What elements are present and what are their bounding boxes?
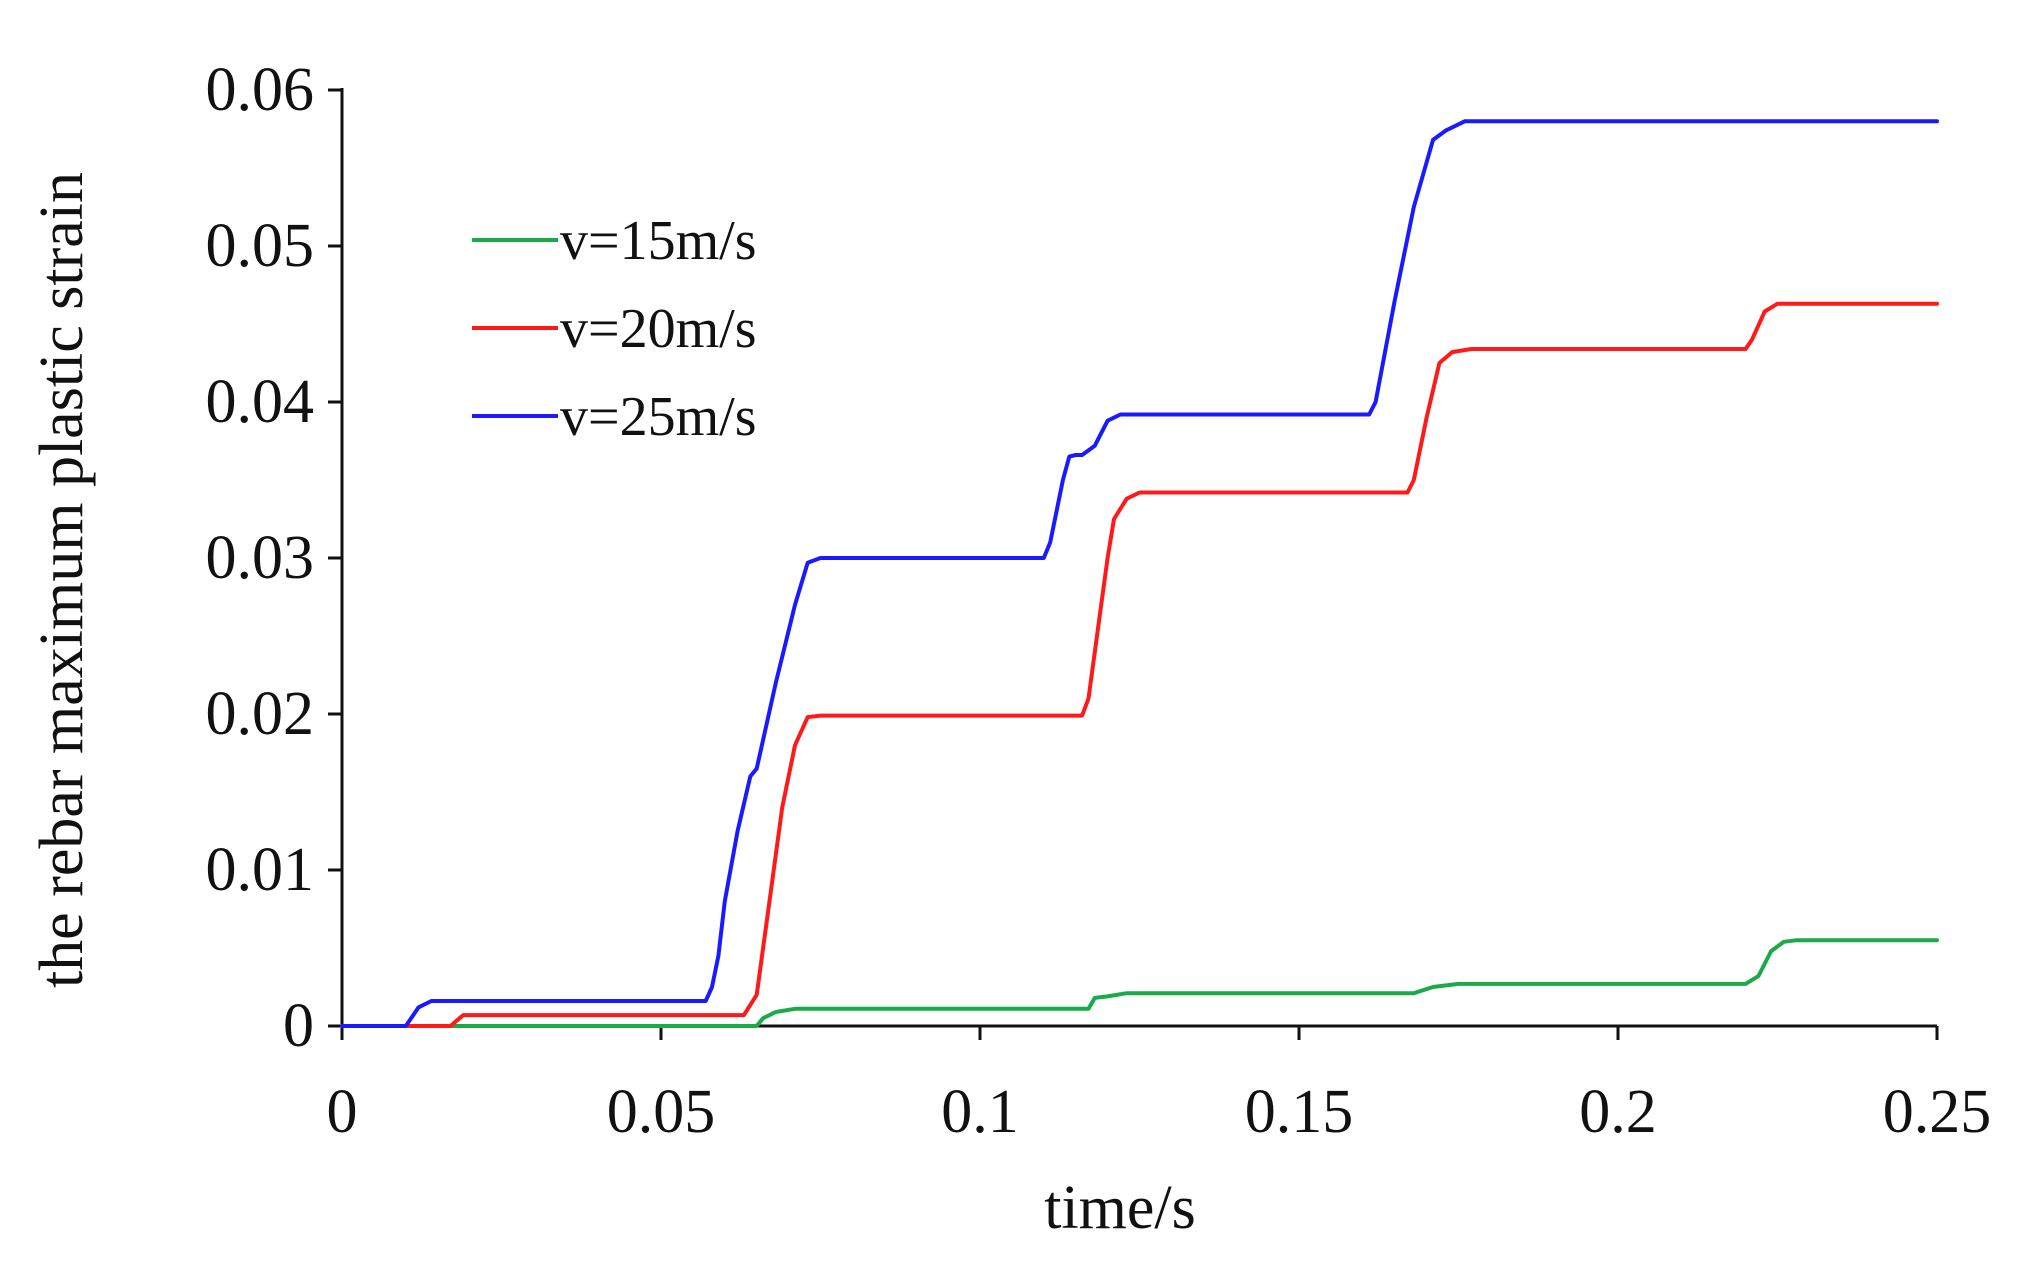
x-tick-label: 0.1 — [941, 1078, 1019, 1146]
y-tick-label: 0.03 — [206, 524, 315, 592]
x-tick-label: 0.05 — [607, 1078, 716, 1146]
series-line-3 — [340, 119, 1939, 1028]
x-tick-label: 0.2 — [1579, 1078, 1657, 1146]
legend: v=15m/s v=20m/s v=25m/s — [472, 210, 757, 448]
series-line-1 — [340, 938, 1939, 1028]
legend-label: v=20m/s — [560, 298, 757, 360]
y-tick-label: 0.02 — [206, 680, 315, 748]
y-tick-label: 0.05 — [206, 212, 315, 280]
x-tick-label: 0.25 — [1883, 1078, 1992, 1146]
plot-series — [340, 119, 1939, 1028]
y-tick-label: 0.04 — [206, 368, 315, 436]
y-tick-label: 0.01 — [206, 836, 315, 904]
y-tick-label: 0.06 — [206, 56, 315, 124]
series-line-2 — [340, 301, 1939, 1028]
legend-label: v=25m/s — [560, 386, 757, 448]
x-tick-label: 0 — [327, 1078, 358, 1146]
y-tick-label: 0 — [283, 992, 314, 1060]
x-axis-title: time/s — [1044, 1174, 1196, 1242]
x-tick-label: 0.15 — [1245, 1078, 1354, 1146]
y-axis-title: the rebar maximum plastic strain — [28, 172, 96, 988]
tick-labels: 0 0.01 0.02 0.03 0.04 0.05 0.06 0 0.05 0.1 0.15 0.2… — [206, 56, 1992, 1146]
legend-label: v=15m/s — [560, 210, 757, 272]
